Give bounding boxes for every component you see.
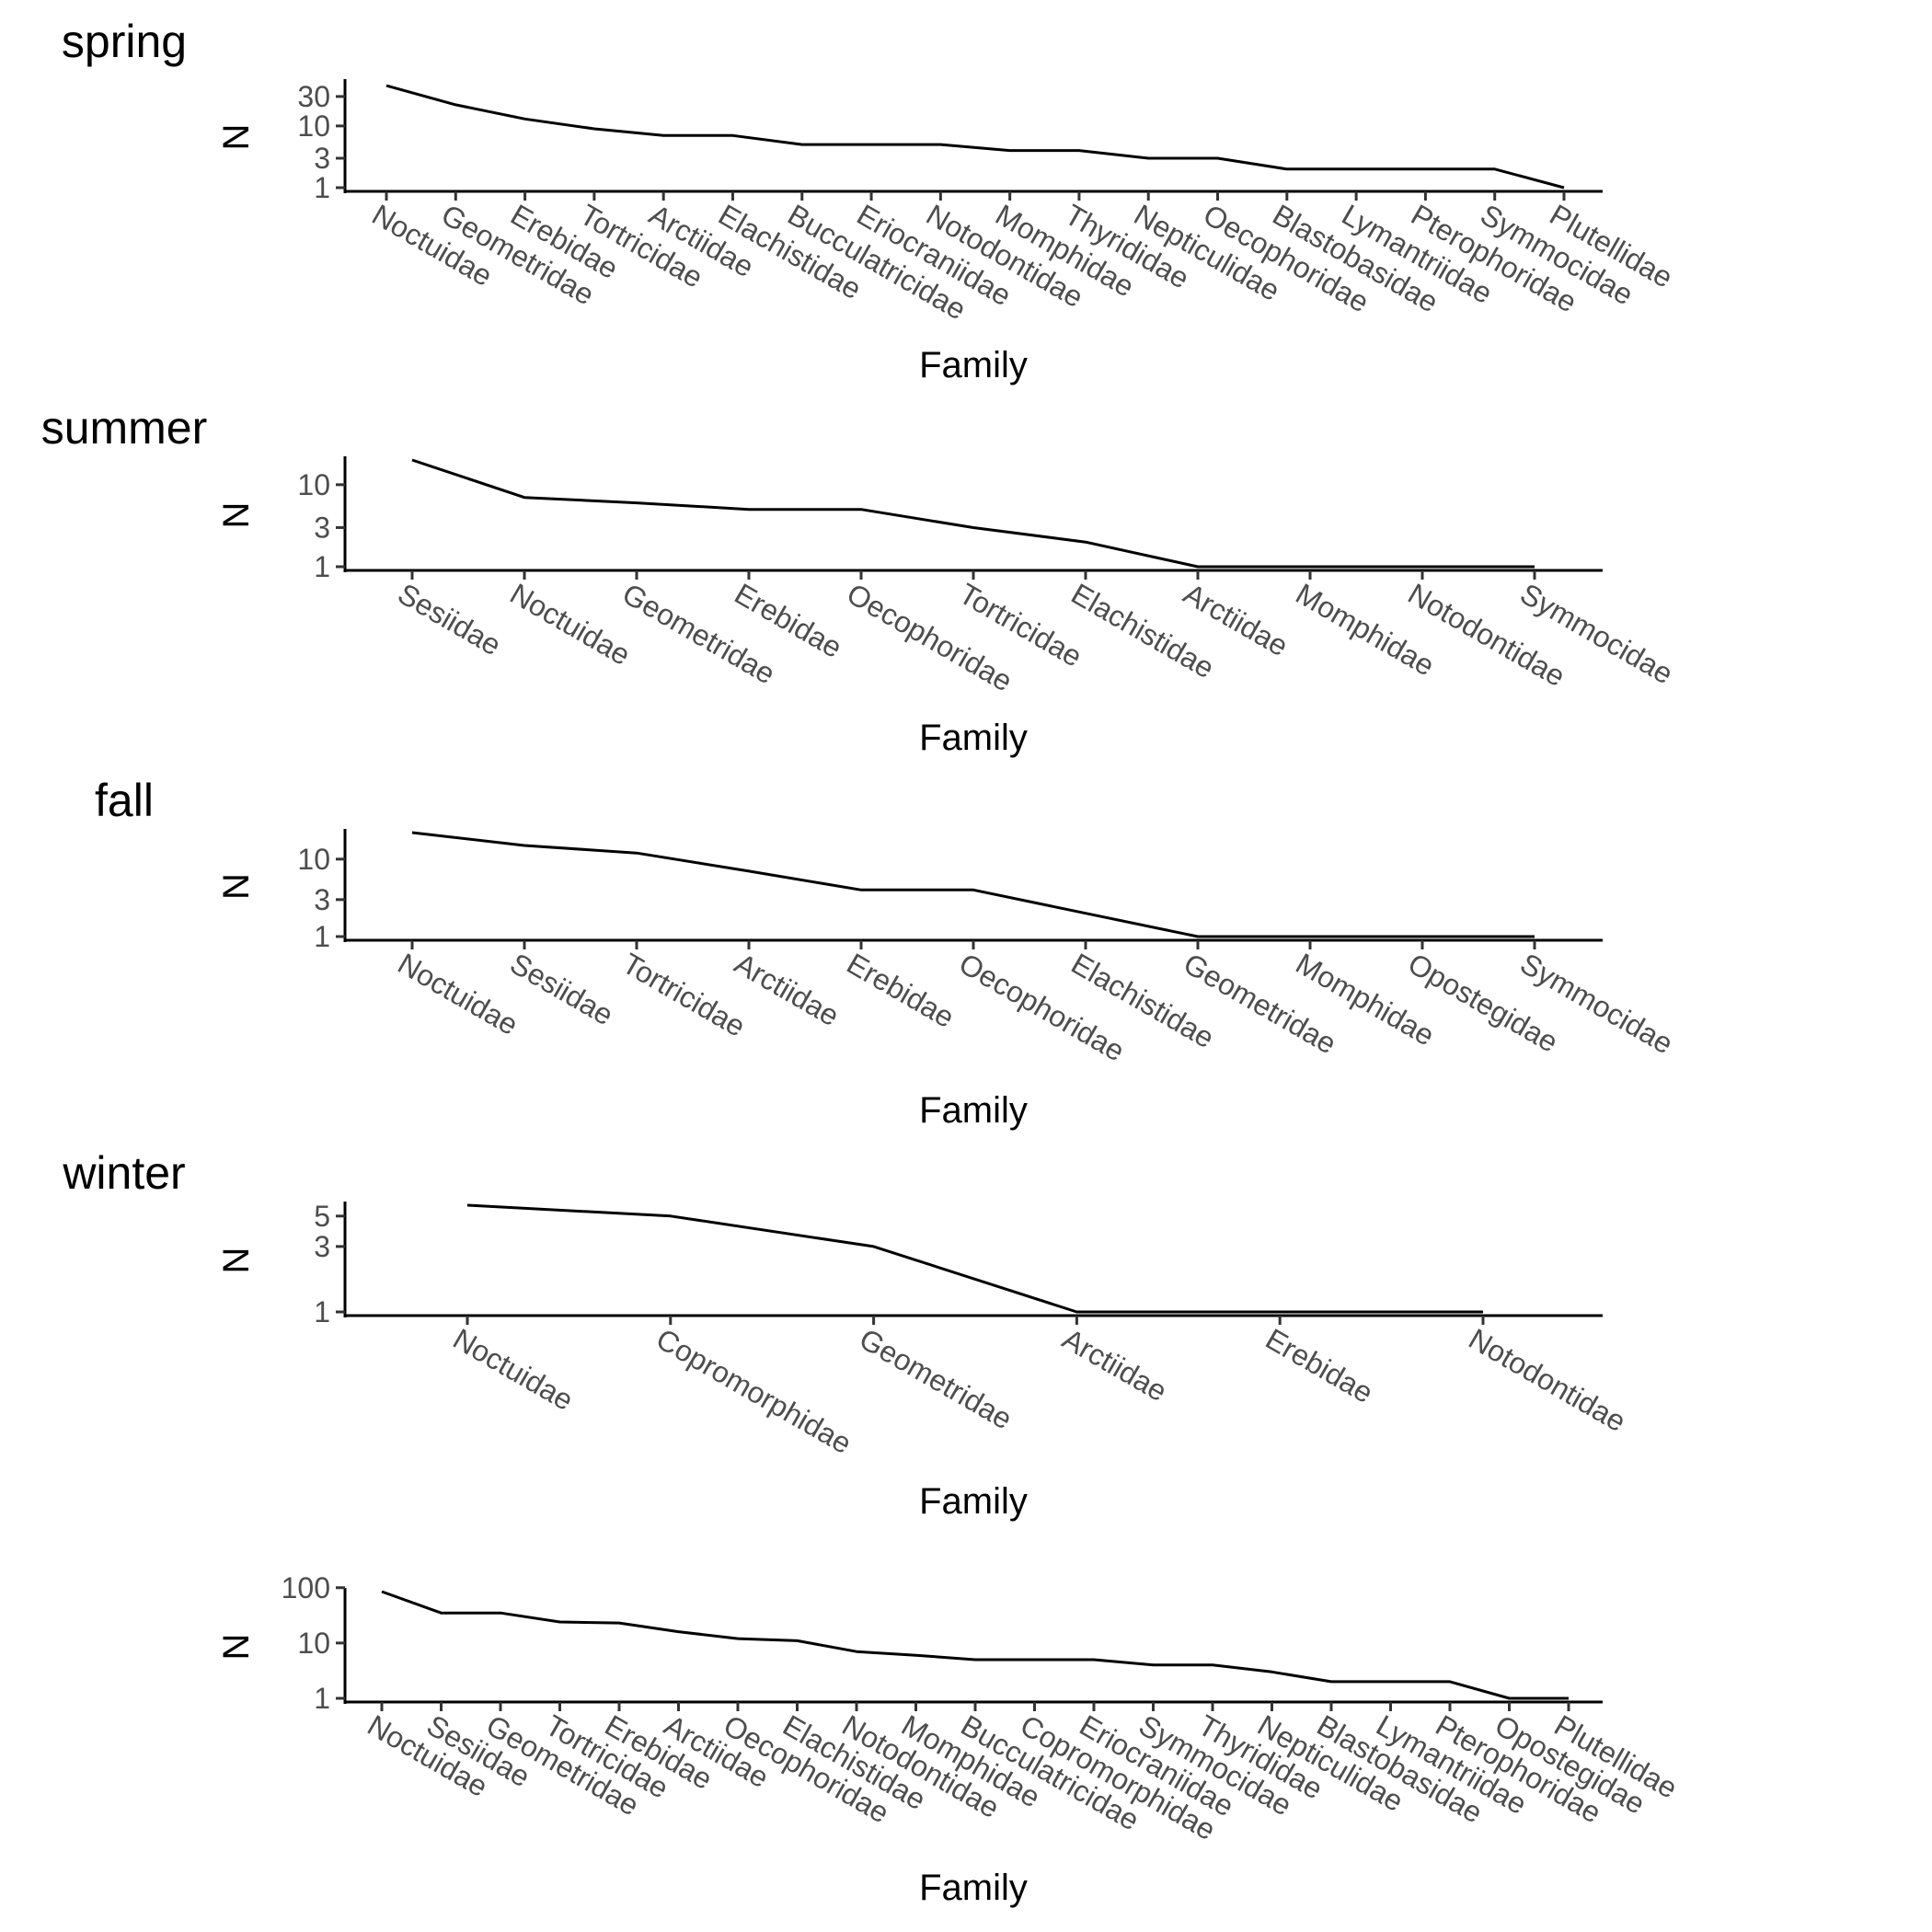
series-line: [411, 458, 1535, 569]
panel-winter: winter 1 35 N Noctuidae CopromorphidaeGeometr…: [62, 1147, 1631, 1522]
panel-title: fall: [95, 775, 154, 826]
y-tick-label: 5: [314, 1200, 330, 1233]
x-tick-label: Tortricidae: [617, 947, 752, 1043]
x-tick-label: Noctuidae: [448, 1322, 580, 1417]
y-tick-label: 100: [282, 1571, 330, 1604]
y-tick-label: 10: [297, 1627, 330, 1660]
panel-total: 110100NNoctuidaeSesiidaeGeometridaeTortr…: [216, 1571, 1683, 1908]
panel-title: summer: [41, 402, 208, 454]
x-axis-title: Family: [919, 718, 1028, 758]
x-axis-title: Family: [919, 345, 1028, 385]
y-axis-title: N: [216, 1634, 257, 1661]
x-tick-label: Noctuidae: [505, 577, 637, 672]
series-line: [466, 1203, 1483, 1314]
y-tick-label: 1: [314, 1682, 330, 1715]
series-line: [411, 831, 1535, 938]
series-line: [381, 1590, 1569, 1700]
y-tick-label: 30: [297, 80, 330, 113]
series-line: [385, 84, 1565, 190]
x-tick-label: Erebidae: [1260, 1322, 1379, 1409]
x-tick-label: Copromorphidae: [650, 1322, 857, 1460]
x-tick-label: Sesiidae: [505, 947, 619, 1032]
panel-fall: fall1310NNoctuidaeSesiidaeTortricidaeArc…: [95, 775, 1679, 1131]
x-tick-label: Erebidae: [842, 947, 960, 1034]
x-tick-label: Noctuidae: [393, 947, 524, 1041]
x-tick-label: Sesiidae: [393, 577, 507, 662]
y-axis-title: N: [216, 873, 257, 900]
y-axis-title: N: [216, 1248, 257, 1274]
x-tick-label: Notodontidae: [1464, 1322, 1632, 1438]
x-axis-title: Family: [919, 1868, 1028, 1908]
panel-title: spring: [62, 16, 187, 67]
x-tick-label: Arctiidae: [1057, 1322, 1173, 1408]
y-tick-label: 3: [314, 142, 330, 175]
y-tick-label: 10: [297, 109, 330, 143]
y-tick-label: 1: [314, 1295, 330, 1328]
x-axis-title: Family: [919, 1090, 1028, 1131]
y-axis-title: N: [216, 502, 257, 529]
y-axis-title: N: [216, 124, 257, 151]
panel-spring: spring131030NNoctuidaeGeometridaeErebida…: [62, 16, 1678, 385]
y-tick-label: 3: [314, 1230, 330, 1263]
panel-summer: summer1310NSesiidaeNoctuidaeGeometridaeE…: [41, 402, 1679, 758]
x-tick-label: Geometridae: [854, 1322, 1018, 1436]
y-tick-label: 3: [314, 883, 330, 916]
y-tick-label: 1: [314, 171, 330, 204]
y-tick-label: 3: [314, 511, 330, 544]
panel-title: winter: [62, 1147, 185, 1199]
y-tick-label: 1: [314, 920, 330, 953]
x-axis-title: Family: [919, 1481, 1028, 1522]
y-tick-label: 10: [297, 468, 330, 501]
y-tick-label: 1: [314, 550, 330, 583]
y-tick-label: 10: [297, 843, 330, 876]
